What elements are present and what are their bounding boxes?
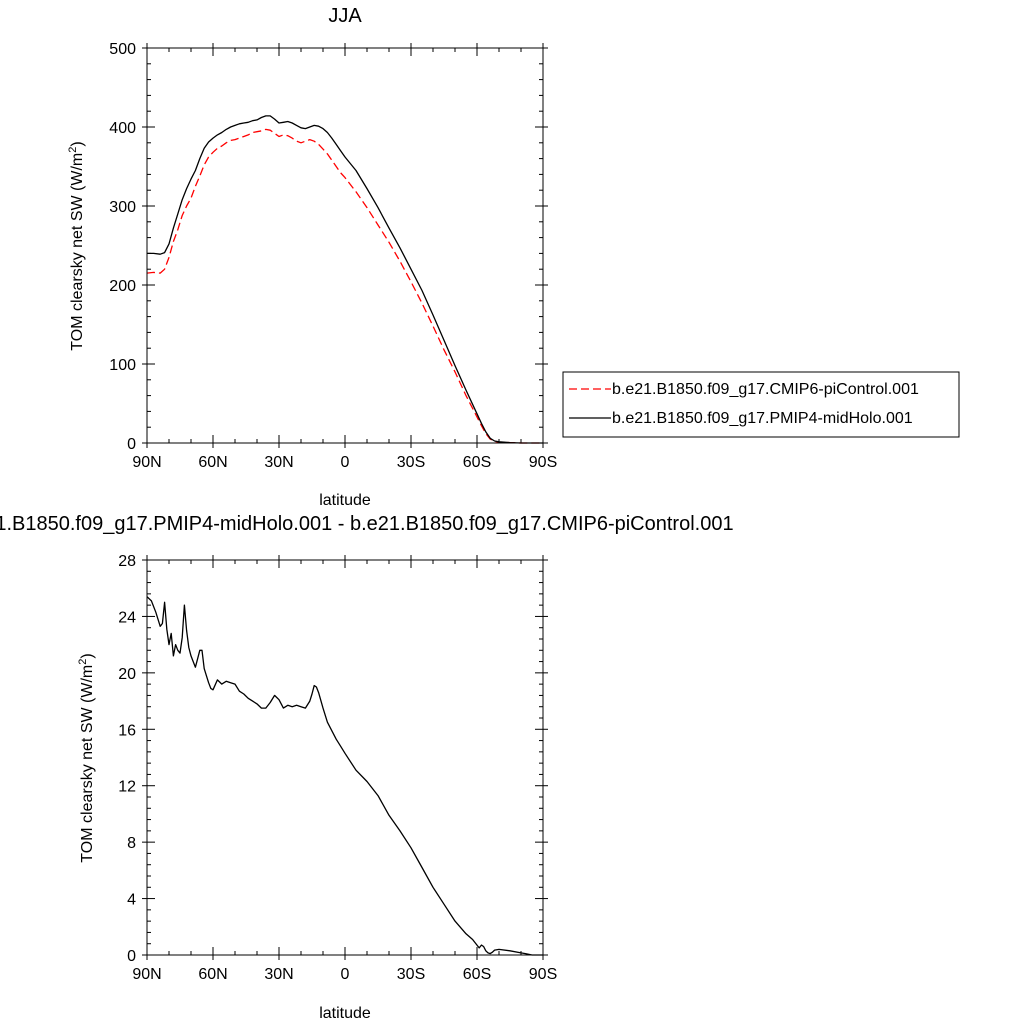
legend-box: [562, 371, 960, 438]
y-tick-label: 16: [118, 722, 136, 739]
plot-frame: [146, 559, 544, 956]
series-line-0: [146, 596, 543, 956]
y-tick-label: 24: [118, 609, 136, 626]
legend-label-midholo: b.e21.B1850.f09_g17.PMIP4-midHolo.001: [612, 410, 913, 427]
x-tick-label: 0: [341, 966, 350, 983]
y-tick-label: 4: [127, 892, 136, 909]
x-tick-label: 30N: [264, 454, 293, 471]
y-tick-label: 0: [127, 436, 136, 453]
legend-label-picontrol: b.e21.B1850.f09_g17.CMIP6-piControl.001: [612, 381, 919, 398]
y-tick-label: 0: [127, 948, 136, 965]
series-layer: [146, 115, 543, 444]
legend: b.e21.B1850.f09_g17.CMIP6-piControl.001 …: [562, 371, 960, 438]
y-axis-label-main: TOM clearsky net SW (W/m: [69, 153, 86, 351]
y-tick-label: 500: [109, 41, 136, 58]
y-tick-label: 8: [127, 835, 136, 852]
chart-title: JJA: [328, 5, 362, 27]
plot-frame: [146, 47, 544, 444]
x-axis-label: latitude: [319, 492, 371, 509]
y-tick-label: 12: [118, 779, 136, 796]
x-tick-label: 0: [341, 454, 350, 471]
series-line-1: [147, 115, 543, 444]
y-axis-label-main: TOM clearsky net SW (W/m: [79, 665, 96, 863]
y-axis-label-end: ): [79, 653, 96, 658]
panel-bottom: b.e21.B1850.f09_g17.PMIP4-midHolo.001 - …: [0, 513, 734, 1022]
y-axis-label: TOM clearsky net SW (W/m2): [67, 141, 86, 350]
x-tick-label: 60S: [463, 454, 491, 471]
x-tick-label: 30N: [264, 966, 293, 983]
x-tick-label: 90N: [132, 966, 161, 983]
chart-title-difference: b.e21.B1850.f09_g17.PMIP4-midHolo.001 - …: [0, 513, 734, 535]
panel-top: JJA 90N 60N 30N 0 30S 60S 90S0100200300400500 …: [67, 5, 960, 509]
y-axis-label: TOM clearsky net SW (W/m2): [77, 653, 96, 862]
x-tick-label: 90S: [529, 966, 557, 983]
x-tick-label: 60N: [198, 966, 227, 983]
x-tick-label: 90S: [529, 454, 557, 471]
y-axis-label-end: ): [69, 141, 86, 146]
x-tick-label: 30S: [397, 966, 425, 983]
tick-layer: 90N 60N 30N 0 30S 60S 90S 0 4 8 12 16 20 24 28: [118, 553, 557, 983]
y-tick-label: 200: [109, 278, 136, 295]
x-tick-label: 60S: [463, 966, 491, 983]
x-tick-label: 60N: [198, 454, 227, 471]
y-tick-label: 400: [109, 120, 136, 137]
x-tick-label: 90N: [132, 454, 161, 471]
x-tick-label: 30S: [397, 454, 425, 471]
y-tick-label: 28: [118, 553, 136, 570]
series-layer: [146, 596, 543, 956]
x-axis-label: latitude: [319, 1005, 371, 1022]
y-axis-label-sup: 2: [77, 659, 89, 665]
y-axis-label-sup: 2: [67, 147, 79, 153]
y-tick-label: 20: [118, 666, 136, 683]
y-tick-label: 300: [109, 199, 136, 216]
series-line-0: [146, 128, 543, 444]
tick-layer: 90N 60N 30N 0 30S 60S 90S 0 100 200 300 400 500: [109, 41, 557, 471]
y-tick-label: 100: [109, 357, 136, 374]
